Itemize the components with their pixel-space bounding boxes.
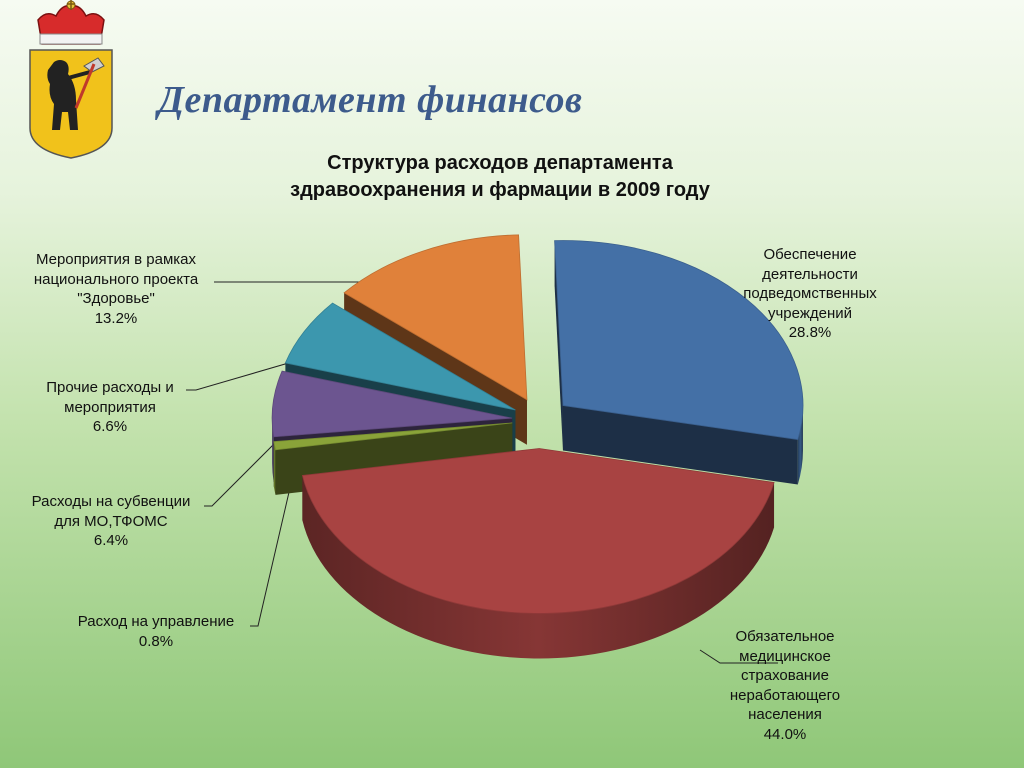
slice-top <box>271 370 513 438</box>
leader-line <box>204 419 299 507</box>
slice-outer-wall <box>272 418 274 482</box>
slice-label-other: Прочие расходы и мероприятия 6.6% <box>22 378 198 437</box>
slice-label-line: подведомственных <box>743 285 877 302</box>
slice-support-institutions <box>554 240 804 485</box>
slice-outer-wall <box>302 475 775 659</box>
slice-label-support-institutions: Обеспечение деятельности подведомственны… <box>718 245 902 343</box>
slice-outer-wall <box>797 405 803 485</box>
slice-value: 6.4% <box>93 532 129 549</box>
slice-label-line: Прочие расходы и <box>46 379 174 396</box>
slice-top <box>554 240 804 440</box>
slice-value: 6.6% <box>92 418 128 435</box>
slice-label-line: страхование <box>741 667 829 684</box>
slice-value: 13.2% <box>94 309 138 327</box>
slice-top <box>301 448 775 614</box>
leader-line <box>699 649 778 664</box>
slice-label-line: мероприятия <box>64 398 156 416</box>
department-title: Департамент финансов <box>158 79 583 121</box>
slice-value: 28.8% <box>788 324 832 341</box>
slice-label-line: деятельности <box>762 265 858 283</box>
slice-label-line: населения <box>748 706 822 723</box>
slice-top <box>284 302 516 411</box>
slice-label-zdorovie-project: Мероприятия в рамках национального проек… <box>10 250 222 328</box>
slice-top <box>273 422 513 451</box>
chart-title: Структура расходов департамента здравоох… <box>200 150 800 204</box>
slice-label-line: Расходы на субвенции <box>31 493 191 510</box>
slice-value: 0.8% <box>138 632 174 650</box>
chart-title-line: Структура расходов департамента <box>327 152 673 174</box>
slice-label-line: для МО,ТФОМС <box>54 512 168 530</box>
slice-label-line: Расход на управление <box>77 613 235 630</box>
leader-line <box>250 461 297 627</box>
slice-mandatory-insurance <box>301 448 775 659</box>
slice-label-line: Обеспечение <box>763 246 857 263</box>
slice-label-subventions: Расходы на субвенции для МО,ТФОМС 6.4% <box>10 492 212 551</box>
slice-label-management: Расход на управление 0.8% <box>58 612 254 651</box>
slice-top <box>343 234 528 401</box>
slice-label-line: национального проекта <box>33 270 199 288</box>
slice-value: 44.0% <box>763 725 807 743</box>
page-header: Департамент финансов <box>0 0 1024 159</box>
slice-label-line: Мероприятия в рамках <box>35 251 197 268</box>
slice-label-line: учреждений <box>767 304 852 322</box>
slice-label-mandatory-insurance: Обязательное медицинское страхование нер… <box>697 627 873 744</box>
slice-outer-wall <box>273 441 276 495</box>
slice-label-line: неработающего <box>729 686 841 704</box>
chart-title-line: здравоохранения и фармации в 2009 году <box>290 179 710 201</box>
slice-label-line: медицинское <box>739 647 831 665</box>
slice-side-wall <box>554 240 563 451</box>
slice-label-line: Обязательное <box>735 628 835 645</box>
slice-side-wall <box>562 405 798 485</box>
yaroslavl-coat-of-arms-icon <box>29 0 113 159</box>
slice-label-line: "Здоровье" <box>77 290 155 307</box>
